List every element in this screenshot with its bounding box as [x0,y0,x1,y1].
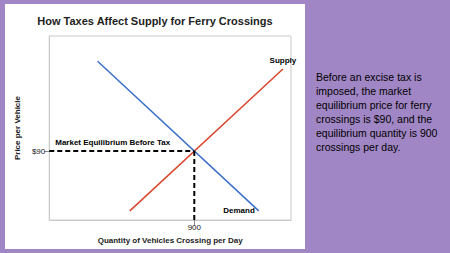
svg-text:$90: $90 [32,147,46,156]
svg-text:Price per Vehicle: Price per Vehicle [13,95,22,160]
svg-text:900: 900 [188,223,202,232]
svg-text:Supply: Supply [270,56,297,65]
svg-text:Market Equilibrium Before Tax: Market Equilibrium Before Tax [55,138,171,147]
svg-text:Quantity of Vehicles Crossing: Quantity of Vehicles Crossing per Day [98,236,243,245]
svg-text:Demand: Demand [223,206,255,215]
html-text:Before an excise tax is impose: Before an excise tax is imposed, the mar… [316,71,438,153]
svg-text:How Taxes Affect Supply for Fe: How Taxes Affect Supply for Ferry Crossi… [37,15,272,27]
